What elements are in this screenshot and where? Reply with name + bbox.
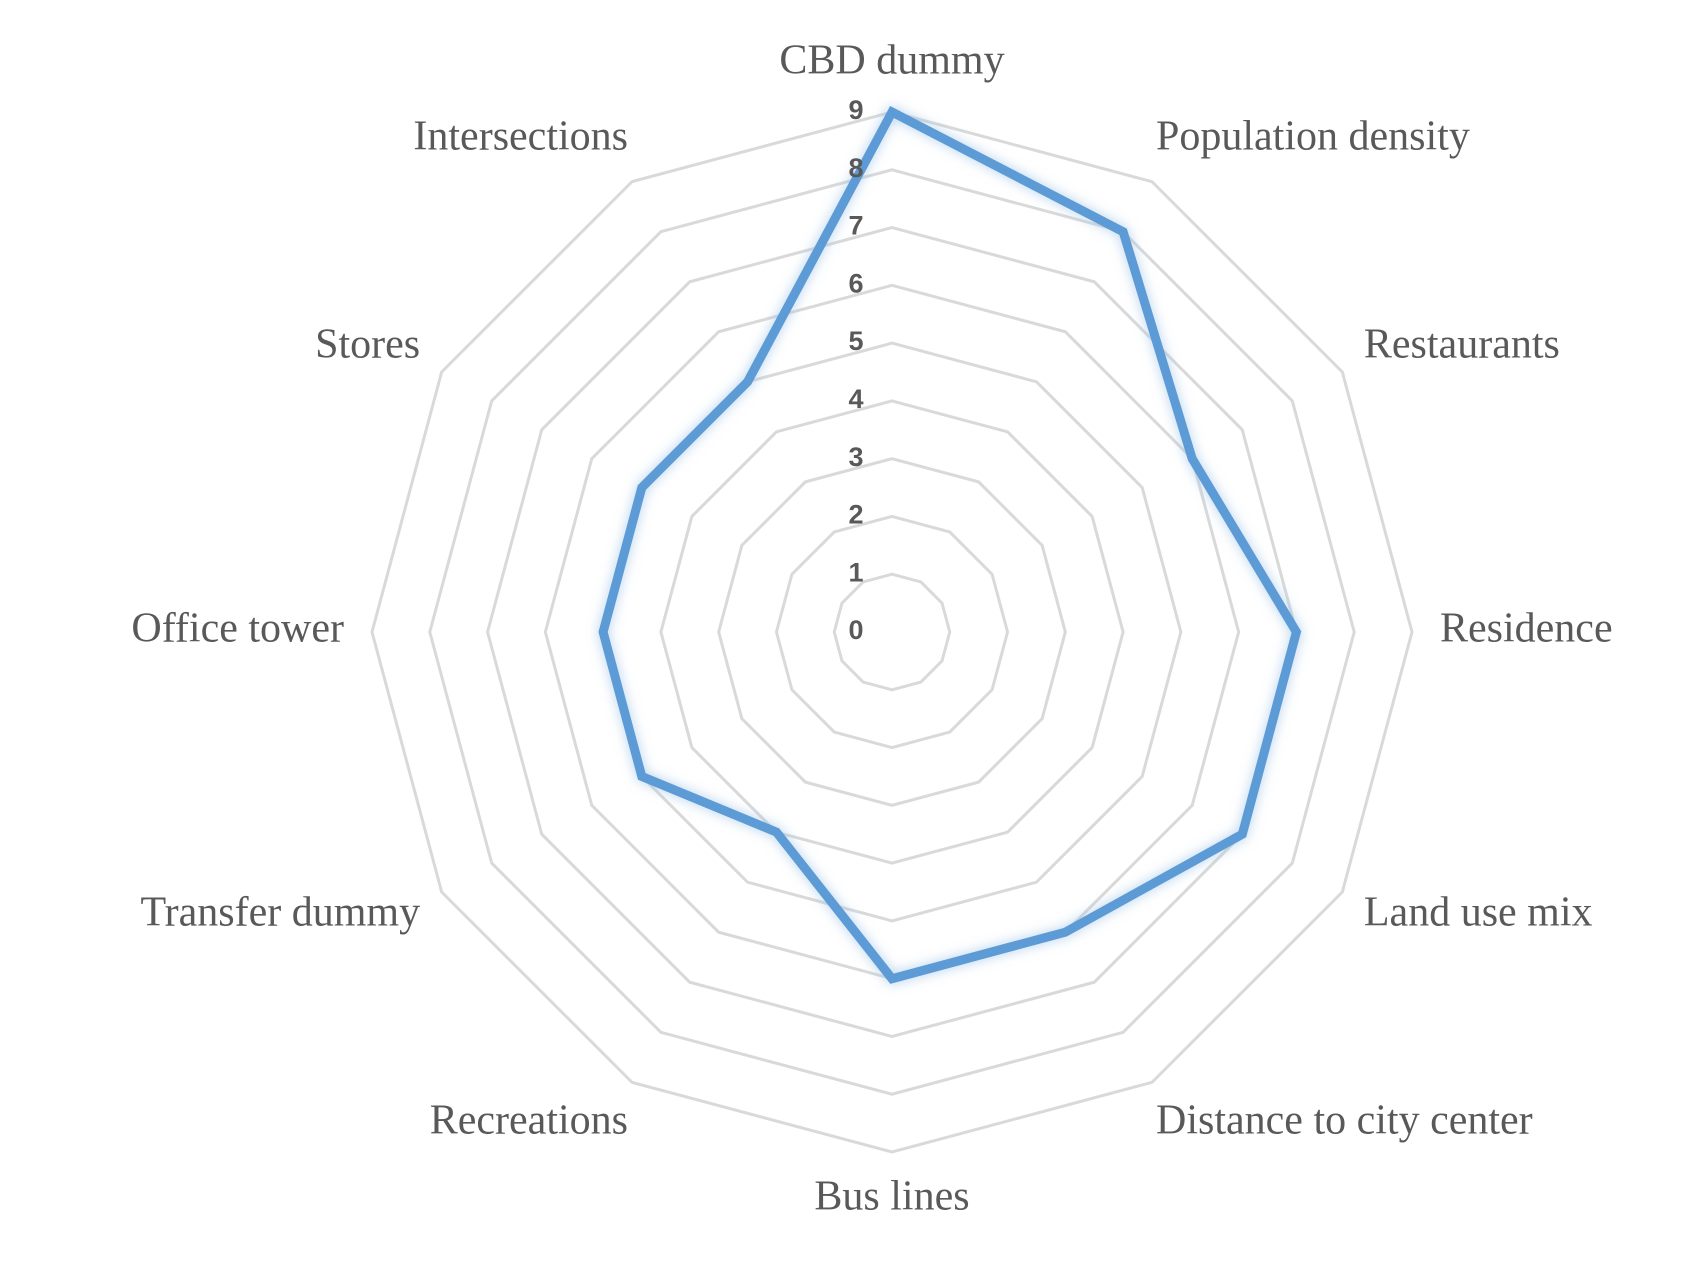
grid bbox=[370, 110, 1414, 1154]
category-label: Land use mix bbox=[1364, 890, 1593, 936]
category-label: Recreations bbox=[430, 1098, 628, 1144]
r-tick-label: 2 bbox=[848, 500, 863, 530]
labels: 0 1 2 3 4 5 6 7 8 9 CBD dummy Population density Res… bbox=[131, 38, 1612, 1220]
r-tick-label: 0 bbox=[848, 615, 863, 645]
grid-ring bbox=[832, 572, 952, 692]
category-label: Distance to city center bbox=[1156, 1098, 1533, 1144]
grid-ring bbox=[659, 399, 1125, 865]
plot bbox=[598, 105, 1302, 984]
r-tick-label: 6 bbox=[848, 268, 863, 298]
grid-ring bbox=[428, 168, 1356, 1096]
grid-ring bbox=[774, 514, 1010, 750]
series-line bbox=[598, 105, 1302, 984]
r-tick-label: 3 bbox=[848, 442, 863, 472]
r-tick-label: 5 bbox=[848, 326, 863, 356]
category-label: Intersections bbox=[413, 114, 628, 160]
r-tick-label: 8 bbox=[848, 153, 863, 183]
grid-ring bbox=[717, 457, 1067, 807]
category-label: Transfer dummy bbox=[140, 890, 420, 936]
grid-ring bbox=[601, 341, 1183, 923]
grid-ring bbox=[370, 110, 1414, 1154]
grid-ring bbox=[486, 226, 1298, 1038]
category-label: Restaurants bbox=[1364, 322, 1560, 368]
r-tick-label: 4 bbox=[848, 384, 863, 414]
category-label: CBD dummy bbox=[779, 38, 1004, 84]
r-tick-label: 7 bbox=[848, 211, 863, 241]
category-label: Bus lines bbox=[814, 1174, 969, 1220]
category-label: Residence bbox=[1440, 606, 1613, 652]
category-label: Office tower bbox=[131, 606, 344, 652]
grid-ring bbox=[543, 283, 1241, 981]
r-tick-label: 9 bbox=[848, 95, 863, 125]
r-tick-label: 1 bbox=[848, 557, 863, 587]
category-label: Population density bbox=[1156, 114, 1470, 160]
category-label: Stores bbox=[315, 322, 420, 368]
